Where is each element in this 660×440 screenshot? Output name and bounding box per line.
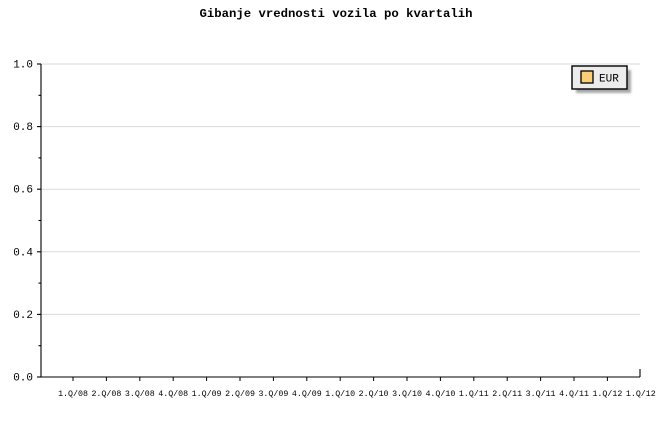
svg-text:2.Q/08: 2.Q/08: [91, 389, 121, 399]
svg-text:1.Q/11: 1.Q/11: [459, 389, 489, 399]
svg-text:1.Q/09: 1.Q/09: [192, 389, 222, 399]
svg-text:1.Q/10: 1.Q/10: [325, 389, 355, 399]
svg-text:0.8: 0.8: [13, 122, 33, 134]
svg-text:2.Q/11: 2.Q/11: [492, 389, 522, 399]
svg-text:4.Q/09: 4.Q/09: [292, 389, 322, 399]
svg-text:0.4: 0.4: [13, 247, 33, 259]
svg-text:1.Q/12: 1.Q/12: [592, 389, 622, 399]
svg-text:3.Q/09: 3.Q/09: [258, 389, 288, 399]
svg-text:0.0: 0.0: [13, 373, 33, 385]
svg-text:2.Q/09: 2.Q/09: [225, 389, 255, 399]
svg-text:1.Q/08: 1.Q/08: [58, 389, 88, 399]
svg-text:4.Q/08: 4.Q/08: [158, 389, 188, 399]
svg-text:EUR: EUR: [599, 74, 619, 86]
svg-text:4.Q/11: 4.Q/11: [559, 389, 589, 399]
svg-text:1.Q/12: 1.Q/12: [626, 389, 656, 399]
svg-text:2.Q/10: 2.Q/10: [359, 389, 389, 399]
svg-text:3.Q/10: 3.Q/10: [392, 389, 422, 399]
svg-text:3.Q/11: 3.Q/11: [526, 389, 556, 399]
svg-text:4.Q/10: 4.Q/10: [425, 389, 455, 399]
svg-text:3.Q/08: 3.Q/08: [125, 389, 155, 399]
svg-text:1.0: 1.0: [13, 60, 33, 72]
svg-text:0.6: 0.6: [13, 185, 33, 197]
svg-text:0.2: 0.2: [13, 310, 33, 322]
